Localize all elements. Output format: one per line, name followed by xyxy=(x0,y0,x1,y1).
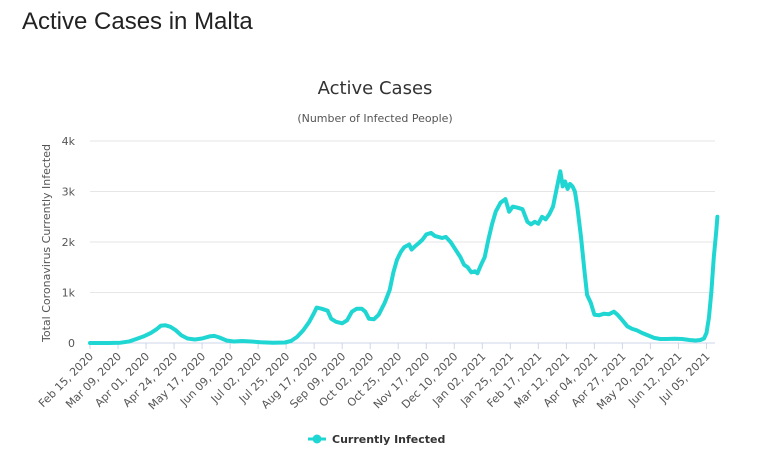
page-heading: Active Cases in Malta xyxy=(22,8,253,35)
y-tick-label: 0 xyxy=(68,337,75,350)
y-tick-label: 2k xyxy=(62,236,76,249)
y-tick-label: 1k xyxy=(62,287,76,300)
grid-lines xyxy=(90,140,715,344)
legend[interactable]: Currently Infected xyxy=(308,433,445,446)
y-axis-ticks: 0 1k 2k 3k 4k xyxy=(62,135,76,350)
legend-dot-marker xyxy=(312,434,322,444)
chart-title: Active Cases xyxy=(318,78,433,99)
series-group xyxy=(88,169,720,345)
y-tick-label: 4k xyxy=(62,135,76,148)
y-axis-label: Total Coronavirus Currently Infected xyxy=(40,144,53,343)
legend-label: Currently Infected xyxy=(332,433,445,446)
chart-subtitle: (Number of Infected People) xyxy=(297,112,452,125)
series-line-currently-infected[interactable] xyxy=(88,169,720,345)
y-tick-label: 3k xyxy=(62,186,76,199)
